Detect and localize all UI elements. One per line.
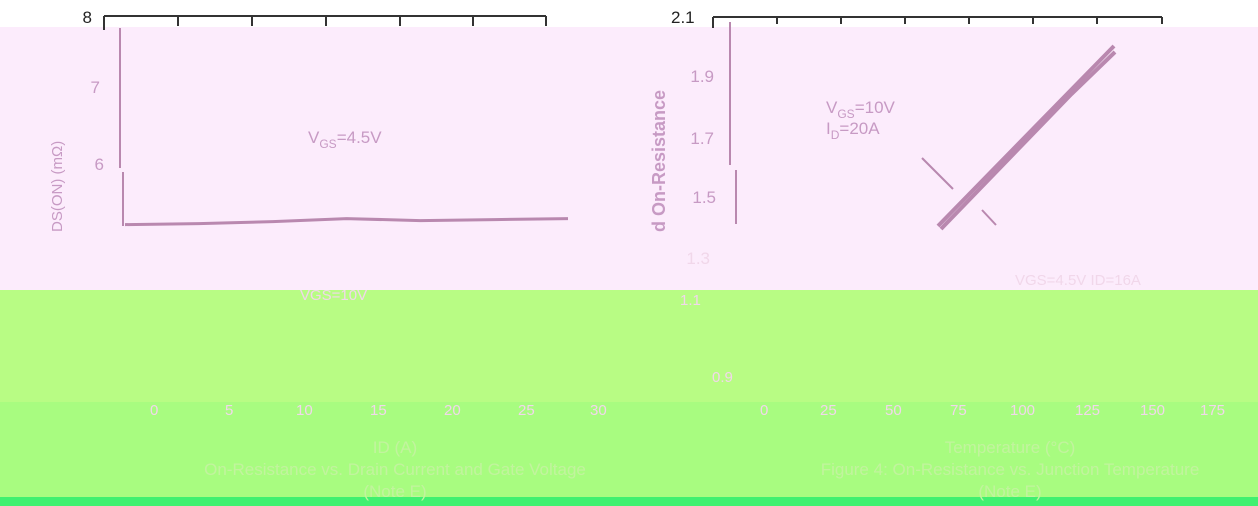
x-tick-label: 25: [518, 402, 535, 419]
series-line: [941, 52, 1115, 229]
x-tick-label: 125: [1075, 402, 1100, 419]
y-tick-label-2-1: 2.1: [671, 8, 695, 27]
y-tick-label-6: 6: [95, 155, 104, 174]
x-tick-label: 20: [444, 402, 461, 419]
x-tick-label: 5: [225, 402, 233, 419]
x-tick-label: 25: [820, 402, 837, 419]
y-axis-label: d On-Resistance: [649, 90, 669, 232]
y-tick-label-7: 7: [91, 78, 100, 97]
lower-annotation: VGS=4.5V ID=16A: [1015, 272, 1141, 289]
y-axis-label: DS(ON) (mΩ): [49, 141, 66, 232]
chart-right: 2.1 1.9 1.7 1.5 1.3 d On-Resistance VGS=…: [649, 8, 1225, 419]
series-annotation-id: ID=20A: [826, 119, 880, 142]
x-tick-label: 30: [590, 402, 607, 419]
annotation-arrow: [922, 158, 953, 189]
x-tick-label: 75: [950, 402, 967, 419]
y-tick-label-1-7: 1.7: [690, 129, 714, 148]
y-tick-label-1-5: 1.5: [692, 188, 716, 207]
x-tick-label: 0: [150, 402, 158, 419]
series-annotation-vgs: VGS=10V: [826, 98, 896, 121]
y-tick-label-8: 8: [83, 8, 92, 27]
caption-right-1: Temperature (°C): [850, 438, 1170, 458]
caption-right-2: Figure 4: On-Resistance vs. Junction Tem…: [790, 460, 1230, 480]
series-line: [938, 46, 1114, 226]
x-tick-label: 100: [1010, 402, 1035, 419]
y-tick-label: 1.1: [680, 292, 701, 309]
x-tick-label: 10: [296, 402, 313, 419]
x-tick-label: 0: [760, 402, 768, 419]
y-tick-label-1-3: 1.3: [686, 249, 710, 268]
x-tick-label: 50: [885, 402, 902, 419]
caption-right-3: (Note E): [850, 482, 1170, 502]
caption-left-1: ID (A): [235, 438, 555, 458]
chart-left: 8 7 6 DS(ON) (mΩ) VGS=4.5V VGS=10V 0 5 1…: [49, 8, 607, 419]
series-annotation: VGS=4.5V: [308, 128, 382, 151]
y-tick-label-1-9: 1.9: [690, 67, 714, 86]
x-tick-label: 175: [1200, 402, 1225, 419]
lower-annotation: VGS=10V: [300, 287, 367, 304]
annotation-arrow: [982, 210, 996, 225]
y-tick-label: 0.9: [712, 369, 733, 386]
x-tick-label: 150: [1140, 402, 1165, 419]
caption-left-2: On-Resistance vs. Drain Current and Gate…: [160, 460, 630, 480]
x-tick-label: 15: [370, 402, 387, 419]
caption-left-3: (Note E): [235, 482, 555, 502]
series-line: [125, 219, 568, 225]
